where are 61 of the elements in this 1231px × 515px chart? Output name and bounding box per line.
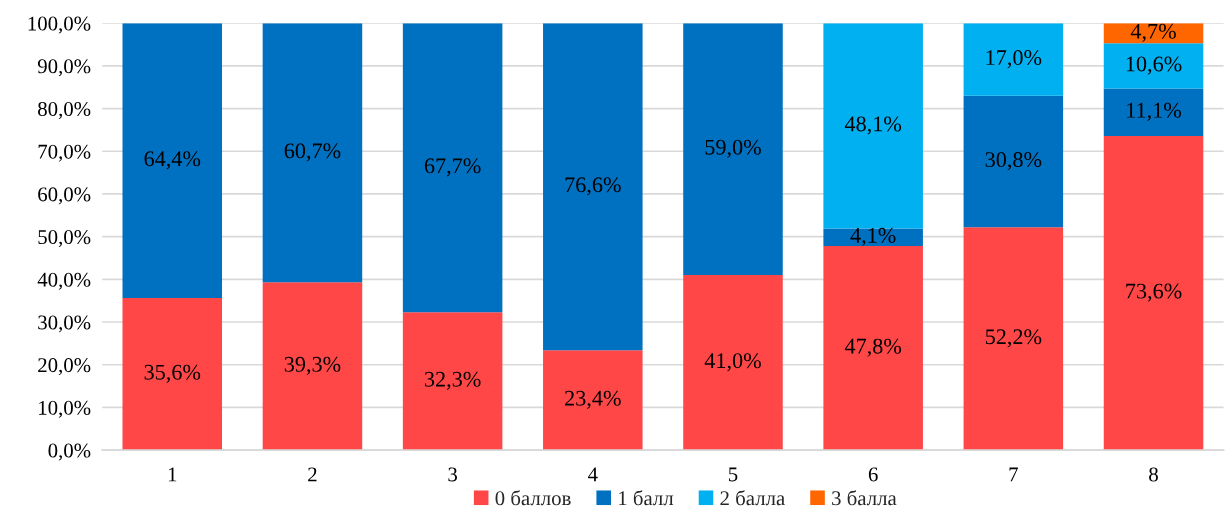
bar [823, 246, 923, 451]
bar [963, 95, 1064, 228]
data-label: 52,2% [985, 329, 1042, 348]
data-label: 11,1% [1127, 102, 1182, 121]
bar [963, 23, 1064, 96]
x-tick-label: 7 [1009, 467, 1018, 482]
y-tick-label: 30,0% [38, 315, 91, 333]
bar [683, 275, 783, 451]
x-tick-label: 2 [308, 467, 317, 482]
bar [963, 227, 1064, 451]
data-label: 30,8% [985, 152, 1042, 171]
bar [543, 350, 643, 451]
bar [262, 282, 363, 451]
data-label: 59,0% [705, 139, 761, 158]
data-label: 73,6% [1126, 283, 1182, 302]
bar [823, 23, 923, 229]
x-tick-label: 3 [448, 467, 458, 482]
x-tick-label: 1 [168, 467, 177, 482]
data-label: 41,0% [704, 353, 761, 372]
legend-label: 3 балла [832, 490, 897, 506]
data-label: 76,6% [565, 177, 621, 196]
bar [122, 298, 223, 451]
data-label: 67,7% [424, 158, 481, 177]
data-label: 4,7% [1130, 23, 1176, 42]
data-label: 60,7% [284, 143, 341, 162]
y-tick-label: 50,0% [38, 230, 91, 248]
legend-label: 1 балл [619, 490, 674, 506]
bar [122, 23, 223, 299]
y-tick-label: 90,0% [37, 59, 91, 77]
y-tick-label: 60,0% [38, 187, 91, 205]
y-tick-label: 0,0% [48, 443, 91, 461]
data-label: 17,0% [986, 50, 1042, 69]
y-tick-label: 100,0% [28, 16, 91, 34]
data-label: 10,6% [1126, 56, 1182, 75]
bar [1103, 135, 1204, 451]
data-label: 4,1% [850, 227, 896, 247]
bar [543, 23, 643, 351]
data-label: 48,1% [844, 116, 902, 135]
y-tick-label: 10,0% [39, 400, 91, 418]
y-tick-label: 40,0% [37, 272, 91, 290]
legend-label: 0 баллов [495, 490, 571, 506]
bar [402, 23, 503, 313]
x-tick-label: 6 [868, 467, 878, 482]
x-tick-label: 4 [588, 467, 598, 482]
y-tick-label: 70,0% [38, 144, 91, 162]
legend-label: 2 балла [720, 490, 785, 506]
data-label: 64,4% [144, 151, 201, 170]
bar [683, 23, 783, 276]
x-tick-label: 8 [1149, 467, 1158, 482]
bar [402, 312, 503, 451]
bar [1103, 43, 1204, 89]
data-label: 35,6% [144, 364, 201, 383]
data-label: 32,3% [424, 371, 481, 390]
data-label: 23,4% [565, 390, 621, 409]
y-tick-label: 20,0% [38, 358, 91, 376]
bar [1103, 88, 1204, 136]
bar [262, 23, 363, 283]
data-label: 39,3% [284, 356, 341, 375]
y-tick-label: 80,0% [38, 101, 91, 119]
x-tick-label: 5 [728, 467, 738, 482]
data-label: 47,8% [844, 338, 902, 357]
